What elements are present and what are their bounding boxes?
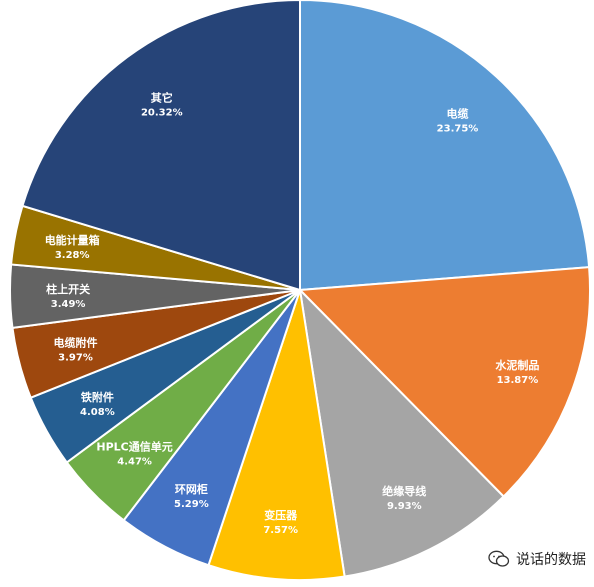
pie-slice-3 xyxy=(207,289,346,581)
slice-label-name-7: 电缆附件 xyxy=(54,336,98,350)
slice-label-name-1: 水泥制品 xyxy=(495,358,539,372)
slice-label-value-4: 5.29% xyxy=(174,499,209,510)
slice-label-value-5: 4.47% xyxy=(117,457,152,468)
slice-label-value-1: 13.87% xyxy=(497,375,539,386)
slice-label-value-7: 3.97% xyxy=(58,353,93,364)
slice-label-name-6: 铁附件 xyxy=(81,390,114,404)
slice-label-value-2: 9.93% xyxy=(387,501,422,512)
slice-label-value-10: 20.32% xyxy=(141,108,183,119)
slice-label-name-0: 电缆 xyxy=(447,107,469,121)
slice-label-name-9: 电能计量箱 xyxy=(45,233,100,247)
pie-slice-2 xyxy=(298,287,506,578)
wechat-icon xyxy=(488,550,510,567)
slice-label-value-6: 4.08% xyxy=(80,407,115,418)
pie-slice-1 xyxy=(297,266,591,498)
slice-label-value-9: 3.28% xyxy=(55,250,90,261)
pie-slice-10 xyxy=(21,0,301,292)
slice-label-value-0: 23.75% xyxy=(437,124,479,135)
slice-label-value-8: 3.49% xyxy=(51,299,86,310)
slice-label-name-4: 环网柜 xyxy=(175,482,208,496)
slice-label-name-8: 柱上开关 xyxy=(46,282,90,296)
watermark: 说话的数据 xyxy=(488,549,586,569)
slice-label-value-3: 7.57% xyxy=(263,525,298,536)
slice-label-name-10: 其它 xyxy=(151,91,173,105)
pie-slice-0 xyxy=(299,0,591,292)
slice-label-name-5: HPLC通信单元 xyxy=(96,440,172,454)
watermark-text: 说话的数据 xyxy=(516,552,586,568)
slice-label-name-3: 变压器 xyxy=(264,508,298,522)
slice-label-name-2: 绝缘导线 xyxy=(382,484,426,498)
